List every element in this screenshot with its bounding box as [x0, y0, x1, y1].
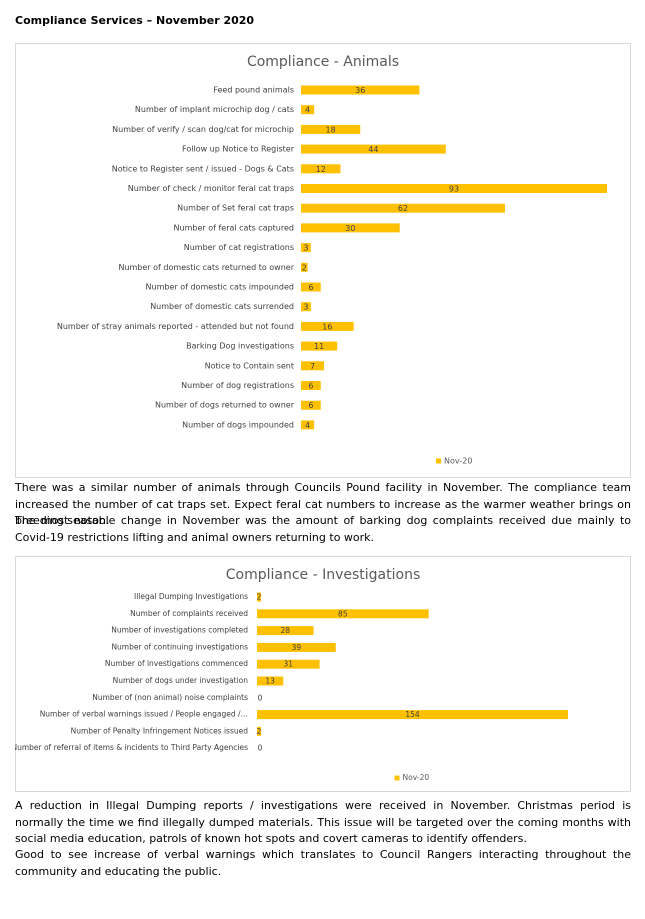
- value-label: 44: [368, 145, 378, 154]
- bar: [257, 626, 314, 636]
- bar: [301, 85, 420, 95]
- category-label: Barking Dog investigations: [186, 342, 294, 351]
- bar: [257, 642, 336, 652]
- legend-label: Nov-20: [444, 457, 472, 466]
- paragraph: Good to see increase of verbal warnings …: [15, 848, 631, 878]
- value-label: 0: [258, 693, 263, 702]
- category-label: Number of complaints received: [130, 609, 248, 618]
- category-label: Number of dogs impounded: [182, 420, 294, 429]
- category-label: Number of feral cats captured: [174, 223, 294, 232]
- category-label: Number of dogs under investigation: [113, 676, 249, 685]
- bar: [301, 400, 321, 410]
- chart-title: Compliance - Investigations: [226, 567, 421, 583]
- bar: [301, 105, 315, 115]
- chart-border: [15, 43, 631, 478]
- category-label: Number of Penalty Infringement Notices i…: [71, 726, 249, 735]
- value-label: 85: [338, 609, 348, 618]
- bar: [301, 262, 308, 272]
- value-label: 2: [257, 593, 262, 602]
- value-label: 93: [449, 185, 459, 194]
- bar: [257, 726, 262, 736]
- bar: [301, 223, 400, 233]
- value-label: 12: [316, 165, 326, 174]
- bar: [301, 124, 361, 134]
- category-label: Number of investigations commenced: [105, 659, 248, 668]
- bar: [301, 282, 321, 292]
- category-label: Number of domestic cats surrended: [150, 302, 294, 311]
- legend-swatch: [436, 458, 441, 464]
- value-label: 3: [303, 244, 308, 253]
- value-label: 62: [398, 204, 408, 213]
- chart-border: [15, 556, 631, 792]
- category-label: Number of check / monitor feral cat trap…: [128, 184, 294, 193]
- category-label: Number of dogs returned to owner: [155, 401, 295, 410]
- bar: [301, 144, 446, 154]
- category-label: Number of domestic cats returned to owne…: [118, 263, 294, 272]
- category-label: Number of investigations completed: [111, 626, 248, 635]
- bar: [257, 592, 262, 602]
- bar: [301, 381, 321, 390]
- category-label: Notice to Register sent / issued - Dogs …: [112, 164, 294, 173]
- category-label: Number of verbal warnings issued / Peopl…: [40, 710, 248, 719]
- value-label: 4: [305, 421, 310, 430]
- value-label: 2: [302, 263, 307, 272]
- category-label: Follow up Notice to Register: [182, 145, 295, 154]
- paragraph: A reduction in Illegal Dumping reports /…: [15, 799, 631, 845]
- category-label: Notice to Contain sent: [205, 361, 294, 370]
- category-label: Number of verify / scan dog/cat for micr…: [112, 125, 294, 134]
- category-label: Number of domestic cats impounded: [146, 283, 294, 292]
- value-label: 16: [322, 322, 332, 331]
- category-label: Feed pound animals: [213, 86, 294, 95]
- chart-investigations: Compliance - Investigations Illegal Dumpi…: [15, 556, 631, 792]
- chart-title: Compliance - Animals: [247, 54, 399, 70]
- value-label: 18: [326, 125, 336, 134]
- bar: [257, 710, 568, 720]
- category-label: Number of (non animal) noise complaints: [92, 693, 248, 702]
- bar: [257, 609, 429, 619]
- value-label: 11: [314, 342, 324, 351]
- bar: [301, 184, 607, 193]
- value-label: 28: [280, 626, 290, 635]
- category-label: Number of dog registrations: [181, 381, 294, 390]
- heading: Compliance Services – November 2020: [15, 14, 255, 27]
- category-label: Number of Set feral cat traps: [177, 204, 294, 213]
- category-label: Number of continuing investigations: [111, 642, 248, 651]
- category-label: Number of implant microchip dog / cats: [135, 105, 294, 114]
- bar: [301, 361, 325, 371]
- value-label: 6: [308, 382, 313, 391]
- bar: [301, 164, 341, 174]
- bar: [301, 243, 311, 253]
- bar: [301, 302, 311, 312]
- value-label: 6: [308, 401, 313, 410]
- value-label: 154: [405, 710, 420, 719]
- value-label: 6: [308, 283, 313, 292]
- bar: [301, 321, 354, 331]
- category-label: Number of cat registrations: [184, 243, 294, 252]
- value-label: 7: [310, 362, 315, 371]
- bar: [301, 420, 315, 430]
- paragraph: The most notable change in November was …: [15, 514, 631, 544]
- value-label: 0: [258, 744, 263, 753]
- value-label: 2: [257, 727, 262, 736]
- bar: [257, 659, 320, 669]
- value-label: 31: [284, 660, 294, 669]
- category-label: Number of stray animals reported - atten…: [57, 322, 294, 331]
- value-label: 36: [355, 86, 365, 95]
- value-label: 3: [303, 303, 308, 312]
- bar: [257, 676, 284, 686]
- value-label: 13: [265, 677, 275, 686]
- category-label: Number of referral of items & incidents …: [15, 743, 248, 752]
- value-label: 30: [345, 224, 355, 233]
- paragraph: There was a similar number of animals th…: [15, 481, 631, 527]
- value-label: 39: [292, 643, 302, 652]
- legend-label: Nov-20: [403, 773, 430, 782]
- bar: [301, 203, 505, 213]
- bar: [301, 341, 338, 351]
- value-label: 4: [305, 106, 310, 115]
- category-label: Illegal Dumping Investigations: [134, 592, 248, 601]
- legend-swatch: [394, 775, 400, 781]
